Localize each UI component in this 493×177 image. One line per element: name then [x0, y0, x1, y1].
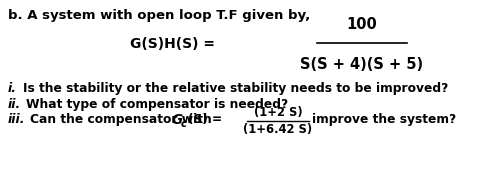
Text: What type of compensator is needed?: What type of compensator is needed? [26, 98, 288, 111]
Text: c: c [181, 119, 187, 129]
Text: b. A system with open loop T.F given by,: b. A system with open loop T.F given by, [8, 9, 310, 22]
Text: S(S + 4)(S + 5): S(S + 4)(S + 5) [300, 57, 423, 72]
Text: improve the system?: improve the system? [312, 113, 456, 126]
Text: 100: 100 [347, 17, 377, 32]
Text: (1+2 S): (1+2 S) [254, 106, 302, 119]
Text: (S) =: (S) = [188, 113, 222, 126]
Text: G(S)H(S) =: G(S)H(S) = [130, 37, 215, 51]
Text: i.: i. [8, 82, 17, 95]
Text: iii.: iii. [8, 113, 25, 126]
Text: G: G [172, 113, 183, 127]
Text: Is the stability or the relative stability needs to be improved?: Is the stability or the relative stabili… [23, 82, 448, 95]
Text: Can the compensator with: Can the compensator with [30, 113, 216, 126]
Text: ii.: ii. [8, 98, 21, 111]
Text: (1+6.42 S): (1+6.42 S) [244, 123, 313, 136]
